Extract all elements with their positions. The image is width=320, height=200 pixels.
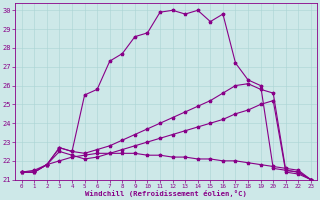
X-axis label: Windchill (Refroidissement éolien,°C): Windchill (Refroidissement éolien,°C) [85, 190, 247, 197]
